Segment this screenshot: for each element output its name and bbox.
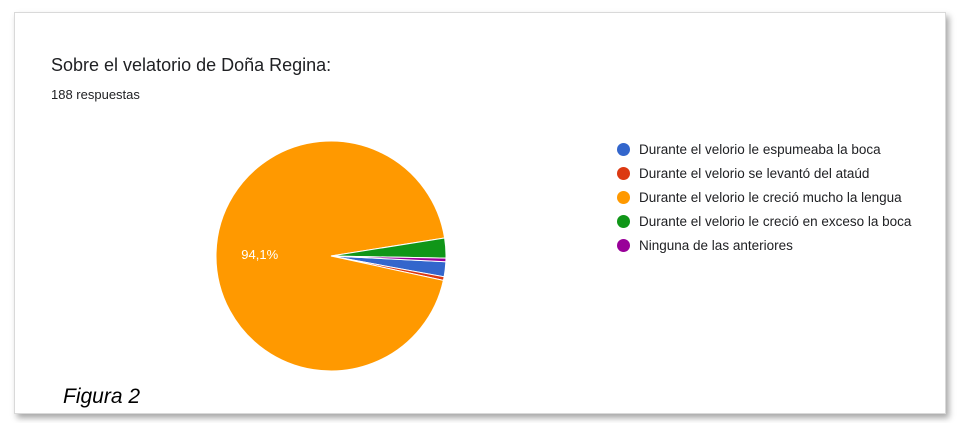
legend-label: Durante el velorio le espumeaba la boca xyxy=(639,142,881,157)
chart-legend: Durante el velorio le espumeaba la boca … xyxy=(617,139,917,259)
legend-label: Durante el velorio le creció mucho la le… xyxy=(639,190,902,205)
chart-card: Sobre el velatorio de Doña Regina: 188 r… xyxy=(14,12,946,414)
legend-swatch xyxy=(617,191,630,204)
pie-slice[interactable] xyxy=(330,255,447,263)
figure-caption: Figura 2 xyxy=(63,385,141,408)
pie-slice[interactable] xyxy=(215,140,446,372)
legend-swatch xyxy=(617,239,630,252)
legend-item[interactable]: Durante el velorio le creció en exceso l… xyxy=(617,211,917,233)
response-count: 188 respuestas xyxy=(51,87,140,102)
slice-data-label: 94,1% xyxy=(241,247,278,262)
legend-item[interactable]: Ninguna de las anteriores xyxy=(617,235,917,257)
legend-swatch xyxy=(617,143,630,156)
legend-item[interactable]: Durante el velorio se levantó del ataúd xyxy=(617,163,917,185)
legend-label: Durante el velorio le creció en exceso l… xyxy=(639,214,912,229)
pie-chart: 94,1% xyxy=(215,140,447,372)
legend-swatch xyxy=(617,167,630,180)
legend-item[interactable]: Durante el velorio le creció mucho la le… xyxy=(617,187,917,209)
legend-swatch xyxy=(617,215,630,228)
chart-title: Sobre el velatorio de Doña Regina: xyxy=(51,55,332,75)
legend-item[interactable]: Durante el velorio le espumeaba la boca xyxy=(617,139,917,161)
legend-label: Ninguna de las anteriores xyxy=(639,238,793,253)
legend-label: Durante el velorio se levantó del ataúd xyxy=(639,166,870,181)
